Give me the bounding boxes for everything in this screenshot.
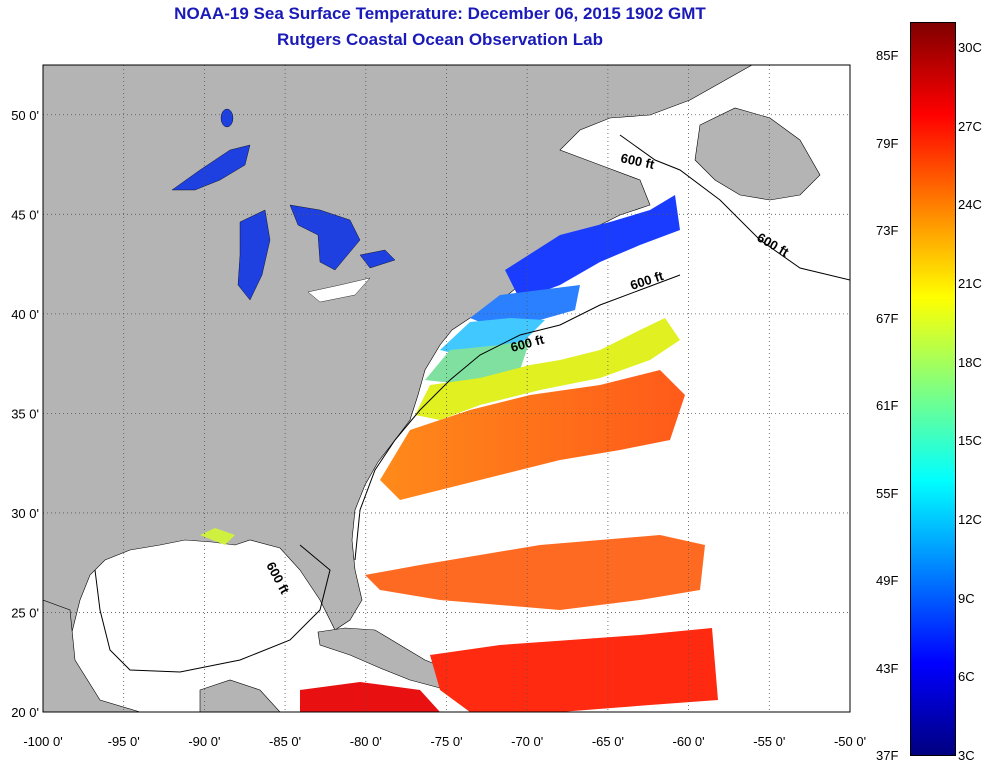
colorbar-celsius-label: 6C: [958, 669, 975, 685]
longitude-tick-label: -55 0': [753, 734, 785, 749]
longitude-ticks: -100 0' -95 0' -90 0' -85 0' -80 0' -75 0' -70…: [23, 734, 866, 749]
longitude-tick-label: -80 0': [350, 734, 382, 749]
colorbar-celsius-label: 3C: [958, 748, 975, 763]
temperature-colorbar: [910, 22, 956, 756]
colorbar-fahrenheit-label: 61F: [876, 398, 899, 413]
latitude-tick-label: 35 0': [11, 406, 39, 421]
map-subtitle: Rutgers Coastal Ocean Observation Lab: [277, 30, 603, 49]
map-title: NOAA-19 Sea Surface Temperature: Decembe…: [174, 4, 706, 23]
longitude-tick-label: -50 0': [834, 734, 866, 749]
contour-label: 600 ft: [619, 150, 656, 172]
colorbar-celsius-label: 30C: [958, 40, 982, 55]
colorbar-fahrenheit-label: 85F: [876, 48, 899, 63]
longitude-tick-label: -65 0': [592, 734, 624, 749]
map-frame: [42, 64, 851, 713]
colorbar-celsius-label: 15C: [958, 433, 982, 449]
colorbar-fahrenheit-label: 79F: [876, 135, 899, 151]
map-area: [43, 65, 850, 712]
longitude-tick-label: -60 0': [673, 734, 705, 749]
land-yucatan: [199, 679, 281, 712]
colorbar-celsius-label: 9C: [958, 590, 975, 606]
colorbar-fahrenheit-label: 73F: [876, 223, 899, 238]
graticule: [43, 65, 850, 712]
latitude-ticks: 50 0' 45 0' 40 0' 35 0' 30 0' 25 0' 20 0': [11, 108, 39, 720]
land-north-america: [43, 65, 753, 712]
colorbar-fahrenheit-label: 43F: [876, 660, 899, 676]
colorbar-celsius-label: 27C: [958, 118, 982, 134]
longitude-tick-label: -95 0': [108, 734, 140, 749]
depth-contour-600ft: [94, 134, 850, 673]
colorbar-celsius-label: 24C: [958, 197, 982, 213]
longitude-tick-label: -70 0': [511, 734, 543, 749]
latitude-tick-label: 50 0': [11, 108, 39, 123]
land-mexico: [43, 599, 141, 712]
latitude-tick-label: 20 0': [11, 705, 39, 720]
colorbar-celsius-label: 21C: [958, 276, 982, 291]
colorbar-fahrenheit-label: 49F: [876, 573, 899, 588]
colorbar-fahrenheit-label: 37F: [876, 748, 899, 763]
land-newfoundland: [694, 107, 821, 201]
great-lakes: [171, 108, 396, 303]
colorbar-fahrenheit-label: 55F: [876, 485, 899, 501]
latitude-tick-label: 45 0': [11, 207, 39, 222]
latitude-tick-label: 30 0': [11, 506, 39, 521]
latitude-tick-label: 40 0': [11, 307, 39, 322]
colorbar-fahrenheit-label: 67F: [876, 310, 899, 326]
longitude-tick-label: -90 0': [188, 734, 220, 749]
longitude-tick-label: -100 0': [23, 734, 62, 749]
longitude-tick-label: -85 0': [269, 734, 301, 749]
colorbar-celsius-label: 18C: [958, 354, 982, 370]
longitude-tick-label: -75 0': [430, 734, 462, 749]
sst-data: [200, 195, 718, 712]
latitude-tick-label: 25 0': [11, 605, 39, 620]
colorbar-celsius-label: 12C: [958, 512, 982, 527]
